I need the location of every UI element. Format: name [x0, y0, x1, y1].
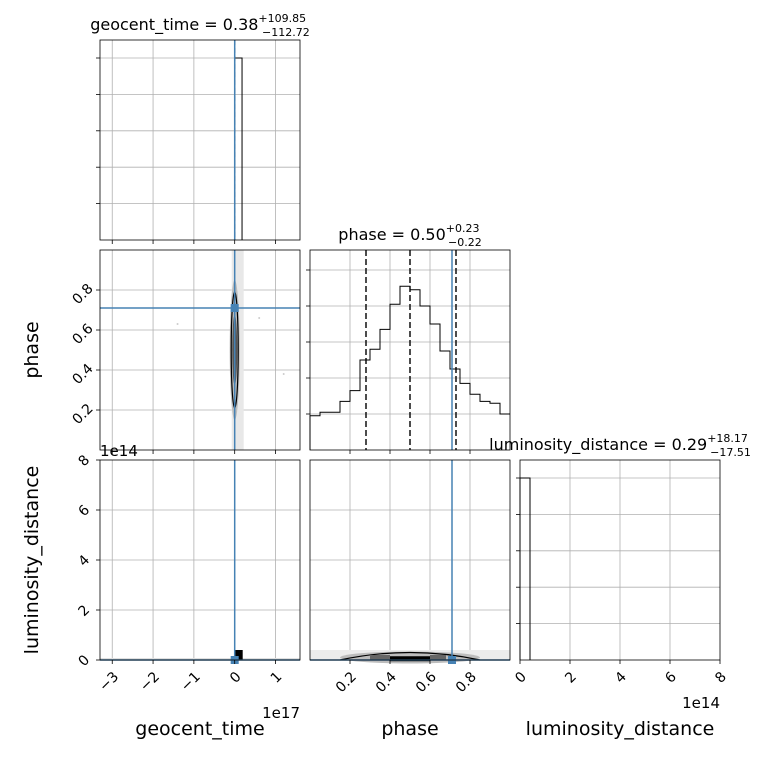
panel-phase-hist-frame — [309, 249, 511, 451]
panel-phase-dist-grid — [310, 460, 510, 660]
x-tick-label-geocent_time: −2 — [137, 669, 163, 695]
offset-label-luminosity_distance-y: 1e14 — [100, 442, 138, 460]
panel-geocent-hist-frame — [99, 39, 301, 241]
panel-geocent-phase-frame — [99, 249, 301, 451]
panel-title-geocent_time: geocent_time = 0.38+109.85 −112.72 — [90, 12, 310, 39]
panel-geocent-phase-bg — [100, 250, 300, 450]
y-tick-label-luminosity_distance: 8 — [76, 452, 94, 470]
x-tick-label-luminosity_distance: 2 — [562, 669, 580, 687]
y-axis-label-luminosity_distance: luminosity_distance — [21, 466, 43, 655]
y-tick-label-luminosity_distance: 4 — [76, 552, 94, 570]
y-tick-label-luminosity_distance: 0 — [76, 652, 94, 670]
y-tick-label-luminosity_distance: 2 — [76, 602, 94, 620]
x-tick-label-luminosity_distance: 0 — [512, 669, 530, 687]
y-tick-label-luminosity_distance: 6 — [76, 502, 94, 520]
density-contour-inner — [390, 656, 430, 662]
y-tick-label-phase: 0.4 — [70, 361, 97, 388]
x-tick-label-luminosity_distance: 4 — [612, 669, 630, 687]
x-tick-label-geocent_time: −1 — [178, 669, 204, 695]
x-axis-label-geocent_time: geocent_time — [135, 718, 264, 740]
panel-dist-hist-grid — [516, 460, 720, 660]
sample-point — [282, 373, 285, 375]
y-tick-label-phase: 0.8 — [70, 281, 97, 308]
x-tick-label-luminosity_distance: 6 — [662, 669, 680, 687]
panel-phase-dist-frame — [309, 459, 511, 661]
panel-geocent-hist-bg — [100, 40, 300, 240]
x-tick-label-phase: 0.8 — [453, 669, 480, 696]
x-tick-label-geocent_time: 1 — [268, 669, 286, 687]
contour-line — [339, 651, 481, 661]
panel-title-phase: phase = 0.50+0.23 −0.22 — [338, 222, 481, 249]
panel-geocent-phase-grid — [100, 250, 300, 450]
offset-label-luminosity_distance-x: 1e14 — [682, 694, 720, 712]
x-tick-label-phase: 0.6 — [413, 669, 440, 696]
x-tick-label-phase: 0.2 — [333, 669, 360, 696]
x-tick-label-geocent_time: 0 — [227, 669, 245, 687]
y-axis-label-phase: phase — [21, 321, 43, 378]
panel-title-luminosity_distance: luminosity_distance = 0.29+18.17 −17.51 — [489, 432, 751, 459]
density-band — [100, 658, 300, 660]
density-cell — [430, 655, 446, 660]
density-cell — [234, 650, 243, 660]
sample-point — [258, 317, 261, 319]
panel-geocent-hist-grid — [96, 40, 300, 240]
x-tick-label-phase: 0.4 — [373, 669, 400, 696]
x-axis-label-luminosity_distance: luminosity_distance — [526, 718, 715, 740]
offset-label-geocent_time: 1e17 — [262, 704, 300, 722]
sample-point — [176, 323, 179, 325]
y-tick-label-phase: 0.2 — [70, 401, 97, 428]
density-cell — [370, 655, 390, 660]
truth-marker — [230, 304, 239, 312]
x-axis-label-phase: phase — [381, 718, 438, 740]
x-tick-label-luminosity_distance: 8 — [712, 669, 730, 687]
x-tick-label-geocent_time: −3 — [96, 669, 122, 695]
y-tick-label-phase: 0.6 — [70, 321, 97, 348]
